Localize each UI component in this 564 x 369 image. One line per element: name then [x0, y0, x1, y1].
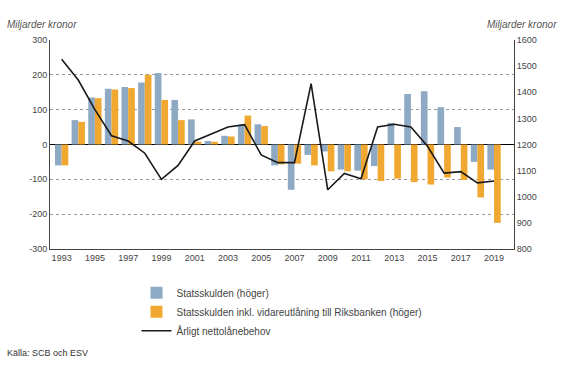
svg-text:1999: 1999 — [151, 253, 171, 263]
svg-text:2005: 2005 — [251, 253, 271, 263]
svg-text:1200: 1200 — [517, 140, 537, 150]
svg-text:Årligt nettolånebehov: Årligt nettolånebehov — [177, 325, 271, 337]
svg-text:-300: -300 — [29, 244, 47, 254]
svg-text:2001: 2001 — [185, 253, 205, 263]
svg-text:200: 200 — [32, 70, 47, 80]
svg-text:Miljarder kronor: Miljarder kronor — [487, 19, 557, 30]
svg-text:-200: -200 — [29, 209, 47, 219]
svg-text:2011: 2011 — [351, 253, 370, 263]
svg-text:2009: 2009 — [318, 253, 338, 263]
svg-text:Miljarder kronor: Miljarder kronor — [7, 19, 77, 30]
svg-text:100: 100 — [32, 105, 47, 115]
svg-text:2013: 2013 — [384, 253, 404, 263]
svg-text:2015: 2015 — [418, 253, 438, 263]
svg-text:1995: 1995 — [85, 253, 105, 263]
svg-text:1500: 1500 — [517, 61, 537, 71]
svg-text:2017: 2017 — [451, 253, 471, 263]
svg-text:900: 900 — [517, 218, 532, 228]
svg-text:0: 0 — [42, 140, 47, 150]
svg-text:Statsskulden (höger): Statsskulden (höger) — [177, 288, 269, 299]
svg-text:300: 300 — [32, 35, 47, 45]
svg-text:1600: 1600 — [517, 35, 537, 45]
svg-text:Källa: SCB och ESV: Källa: SCB och ESV — [7, 348, 88, 358]
svg-text:1100: 1100 — [517, 166, 536, 176]
svg-text:2007: 2007 — [284, 253, 304, 263]
svg-text:2003: 2003 — [218, 253, 238, 263]
svg-text:1993: 1993 — [52, 253, 72, 263]
svg-text:1000: 1000 — [517, 192, 537, 202]
svg-text:2019: 2019 — [484, 253, 504, 263]
svg-text:1300: 1300 — [517, 114, 537, 124]
svg-text:1997: 1997 — [118, 253, 138, 263]
svg-text:-100: -100 — [29, 174, 47, 184]
svg-text:800: 800 — [517, 244, 532, 254]
svg-text:1400: 1400 — [517, 87, 537, 97]
svg-text:Statsskulden inkl. vidareutlån: Statsskulden inkl. vidareutlåning till R… — [177, 307, 422, 318]
